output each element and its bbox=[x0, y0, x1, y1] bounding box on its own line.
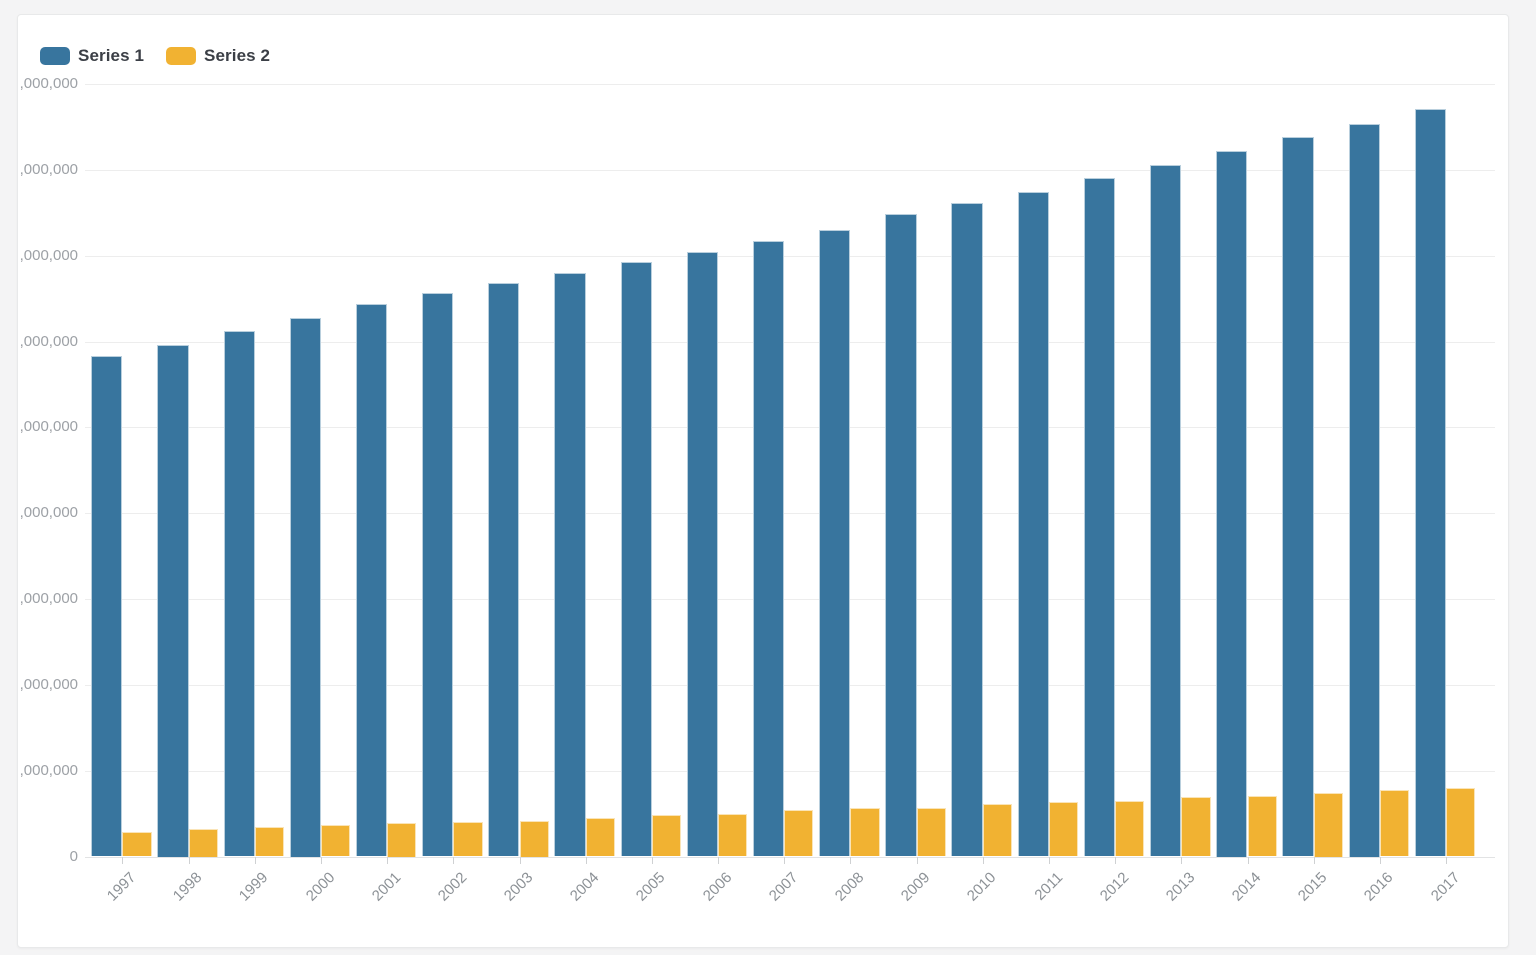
bar-series-1-2017[interactable] bbox=[1414, 108, 1446, 857]
x-tick-mark bbox=[320, 857, 322, 864]
y-tick-label: ,000,000 bbox=[19, 675, 78, 693]
bar-series-1-2014[interactable] bbox=[1216, 151, 1248, 857]
legend-label-series-2: Series 2 bbox=[204, 46, 271, 65]
bar-series-1-2012[interactable] bbox=[1083, 177, 1116, 857]
bar-series-2-2003[interactable] bbox=[519, 820, 549, 857]
gridline bbox=[85, 341, 1495, 343]
legend-label-series-1: Series 1 bbox=[78, 46, 145, 65]
y-tick-label: ,000,000 bbox=[19, 761, 78, 779]
y-tick-label: ,000,000 bbox=[19, 590, 78, 607]
bar-series-1-2008[interactable] bbox=[819, 229, 851, 857]
x-tick-mark bbox=[916, 857, 918, 864]
bar-series-2-2010[interactable] bbox=[982, 804, 1012, 857]
bar-series-1-2013[interactable] bbox=[1150, 164, 1182, 857]
y-tick-label: ,000,000 bbox=[19, 160, 78, 178]
legend-swatch-series-2-icon bbox=[166, 47, 197, 65]
bar-series-2-2005[interactable] bbox=[651, 815, 682, 857]
gridline bbox=[85, 684, 1495, 686]
bar-series-1-2002[interactable] bbox=[422, 292, 454, 857]
y-tick-label: ,000,000 bbox=[19, 418, 78, 436]
bar-series-2-2011[interactable] bbox=[1048, 802, 1079, 857]
x-tick-mark bbox=[453, 857, 455, 864]
bar-series-1-2016[interactable] bbox=[1348, 123, 1380, 857]
bar-series-1-1997[interactable] bbox=[91, 356, 123, 857]
bar-series-2-2017[interactable] bbox=[1446, 787, 1476, 857]
x-tick-mark bbox=[718, 857, 719, 864]
bar-series-2-2006[interactable] bbox=[718, 813, 748, 857]
x-tick-mark bbox=[1379, 857, 1381, 864]
x-tick-mark bbox=[850, 857, 852, 864]
gridline bbox=[85, 169, 1495, 171]
gridline bbox=[85, 770, 1495, 772]
x-tick-mark bbox=[1115, 857, 1117, 864]
bar-series-1-1999[interactable] bbox=[223, 331, 255, 857]
bar-series-1-2011[interactable] bbox=[1017, 192, 1049, 857]
bar-series-1-2004[interactable] bbox=[554, 272, 586, 857]
bar-series-2-2012[interactable] bbox=[1115, 800, 1145, 857]
bar-series-2-2014[interactable] bbox=[1247, 795, 1277, 857]
bar-series-1-2009[interactable] bbox=[885, 213, 917, 857]
bar-series-1-2007[interactable] bbox=[752, 241, 785, 857]
bar-series-2-2013[interactable] bbox=[1181, 797, 1211, 857]
legend-item-series-2[interactable]: Series 2 bbox=[166, 46, 270, 66]
bar-series-2-2001[interactable] bbox=[387, 823, 417, 857]
bar-series-2-2004[interactable] bbox=[585, 817, 615, 857]
x-tick-mark bbox=[254, 857, 256, 864]
y-tick-label: ,000,000 bbox=[19, 332, 78, 350]
x-tick-mark bbox=[1048, 857, 1050, 864]
bar-series-2-1998[interactable] bbox=[188, 829, 218, 857]
bar-series-1-2005[interactable] bbox=[620, 261, 652, 857]
bar-series-2-2002[interactable] bbox=[453, 822, 483, 857]
bar-series-2-2007[interactable] bbox=[784, 810, 814, 857]
x-tick-mark bbox=[1181, 857, 1183, 864]
bar-series-2-2009[interactable] bbox=[916, 807, 946, 857]
y-tick-label: ,000,000 bbox=[19, 246, 78, 264]
gridline bbox=[85, 255, 1495, 257]
bar-series-1-2001[interactable] bbox=[355, 303, 388, 857]
gridline bbox=[85, 599, 1495, 600]
chart-legend: Series 1 Series 2 bbox=[40, 46, 270, 66]
bar-series-1-2006[interactable] bbox=[686, 252, 718, 857]
y-tick-label: ,000,000 bbox=[19, 75, 78, 92]
y-tick-label: 0 bbox=[69, 847, 78, 865]
x-tick-mark bbox=[519, 857, 521, 864]
x-tick-mark bbox=[784, 857, 786, 864]
gridline bbox=[85, 513, 1495, 515]
x-tick-mark bbox=[982, 857, 984, 864]
x-tick-mark bbox=[1313, 857, 1315, 864]
bar-series-2-1999[interactable] bbox=[254, 827, 285, 857]
bar-series-1-2015[interactable] bbox=[1282, 137, 1314, 857]
bar-series-2-2016[interactable] bbox=[1379, 789, 1410, 857]
bar-series-2-1997[interactable] bbox=[122, 831, 152, 857]
bar-series-1-1998[interactable] bbox=[157, 345, 189, 857]
x-tick-mark bbox=[387, 857, 389, 864]
x-tick-mark bbox=[585, 857, 587, 864]
x-tick-mark bbox=[1446, 857, 1447, 864]
bar-series-1-2000[interactable] bbox=[289, 317, 321, 857]
x-tick-mark bbox=[1247, 857, 1249, 864]
y-tick-label: ,000,000 bbox=[19, 504, 78, 522]
gridline bbox=[85, 84, 1495, 85]
x-tick-mark bbox=[122, 857, 124, 864]
x-axis-baseline bbox=[85, 856, 1495, 858]
x-tick-mark bbox=[188, 857, 190, 864]
legend-swatch-series-1-icon bbox=[40, 47, 70, 65]
legend-item-series-1[interactable]: Series 1 bbox=[40, 46, 144, 66]
x-tick-mark bbox=[651, 857, 653, 864]
gridline bbox=[85, 427, 1495, 429]
bar-series-1-2003[interactable] bbox=[488, 283, 520, 857]
bar-series-2-2008[interactable] bbox=[850, 808, 880, 857]
bar-series-2-2015[interactable] bbox=[1313, 793, 1343, 857]
bar-series-1-2010[interactable] bbox=[951, 203, 983, 857]
bar-series-2-2000[interactable] bbox=[320, 824, 351, 857]
